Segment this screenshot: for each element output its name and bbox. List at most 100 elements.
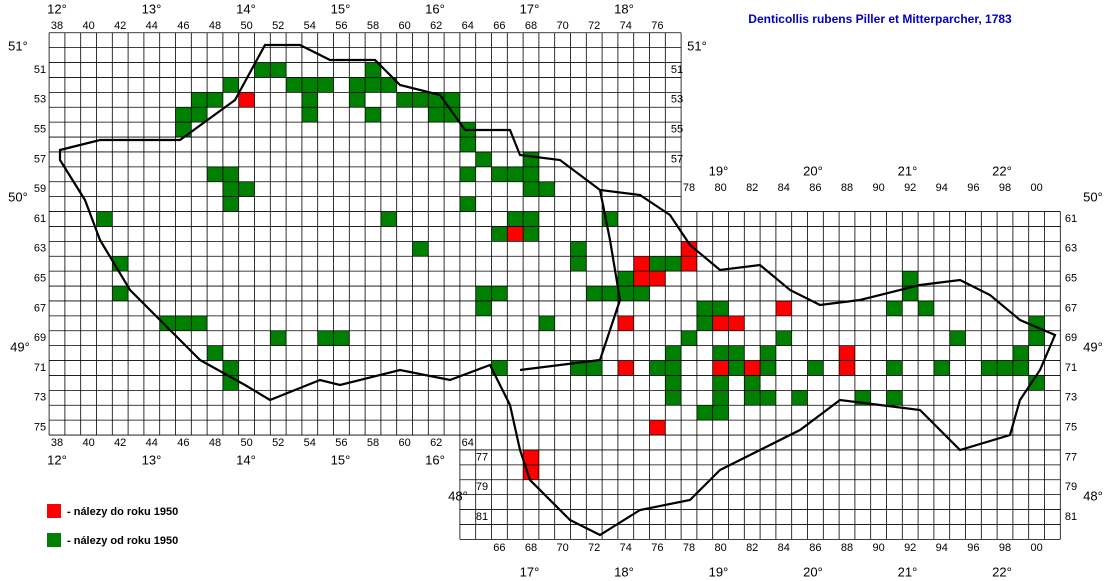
longitude-label: 16° [425, 452, 445, 467]
record-cell [949, 330, 966, 346]
record-cell [365, 77, 381, 93]
latitude-label: 48° [1083, 488, 1103, 503]
column-label: 60 [398, 437, 410, 449]
column-label: 42 [114, 437, 126, 449]
record-cell [301, 92, 318, 108]
column-label: 86 [809, 542, 821, 554]
record-cell [444, 92, 460, 108]
column-label: 62 [430, 20, 442, 32]
record-cell [633, 286, 650, 301]
column-label: 52 [272, 20, 284, 32]
column-label: 78 [683, 182, 695, 194]
longitude-label: 22° [992, 564, 1012, 579]
record-cell [491, 286, 508, 301]
row-label: 73 [34, 392, 46, 404]
record-cell [365, 62, 381, 78]
record-cell [222, 166, 239, 182]
column-label: 48 [209, 20, 221, 32]
row-label: 81 [476, 511, 488, 523]
longitude-label: 14° [236, 452, 256, 467]
row-label: 65 [1065, 273, 1077, 285]
record-cell [649, 360, 666, 376]
column-label: 80 [714, 182, 726, 194]
column-label: 92 [904, 182, 916, 194]
record-cell [175, 107, 192, 123]
column-label: 58 [367, 20, 379, 32]
longitude-label: 15° [331, 1, 351, 16]
row-label: 67 [1065, 302, 1077, 314]
record-cell [665, 360, 682, 376]
column-label: 70 [556, 20, 568, 32]
column-label: 64 [462, 20, 474, 32]
record-cell [207, 345, 223, 361]
record-cell [617, 315, 634, 331]
column-label: 52 [272, 437, 284, 449]
grid [48, 32, 1061, 540]
column-label: 92 [904, 542, 916, 554]
record-cell [222, 196, 239, 212]
row-label: 63 [34, 243, 46, 255]
country-border [58, 43, 1057, 537]
column-label: 44 [146, 20, 158, 32]
record-cell [1028, 330, 1045, 346]
record-cell [333, 330, 350, 346]
record-cell [807, 360, 824, 376]
column-label: 66 [493, 542, 505, 554]
column-label: 86 [809, 182, 821, 194]
record-cell [665, 390, 682, 406]
record-cell [712, 360, 729, 376]
row-label: 79 [1065, 481, 1077, 493]
record-cell [681, 256, 697, 272]
column-label: 40 [82, 20, 94, 32]
record-cell [712, 375, 729, 391]
longitude-label: 13° [142, 1, 162, 16]
record-cell [380, 77, 397, 93]
record-cell [238, 92, 255, 108]
column-label: 82 [746, 542, 758, 554]
record-cell [775, 300, 792, 316]
record-cell [365, 107, 381, 123]
row-label: 51 [671, 64, 683, 76]
row-label: 77 [476, 451, 488, 463]
column-label: 82 [746, 182, 758, 194]
longitude-label: 13° [142, 452, 162, 467]
record-cell [1028, 315, 1045, 331]
column-label: 88 [841, 542, 853, 554]
latitude-label: 50° [8, 189, 28, 204]
longitude-label: 17° [520, 564, 540, 579]
record-cell [475, 286, 492, 301]
record-cell [491, 226, 508, 242]
record-cell [159, 315, 176, 331]
row-label: 71 [1065, 362, 1077, 374]
record-cell [191, 315, 208, 331]
record-cell [586, 286, 603, 301]
column-label: 98 [999, 182, 1011, 194]
row-label: 53 [671, 94, 683, 106]
column-label: 94 [936, 182, 948, 194]
record-cell [538, 181, 555, 197]
record-cell [412, 241, 429, 257]
record-cell [412, 92, 429, 108]
column-label: 72 [588, 20, 600, 32]
record-cell [459, 137, 476, 152]
record-cell [649, 420, 666, 436]
longitude-label: 12° [47, 1, 67, 16]
record-cell [270, 62, 287, 78]
row-label: 67 [34, 302, 46, 314]
record-cell [902, 286, 919, 301]
row-label: 59 [34, 183, 46, 195]
row-label: 75 [1065, 422, 1077, 434]
longitude-label: 20° [803, 564, 823, 579]
record-cell [191, 107, 208, 123]
row-label: 61 [1065, 213, 1077, 225]
row-label: 57 [34, 153, 46, 165]
row-label: 55 [671, 124, 683, 136]
record-cell [997, 360, 1013, 376]
longitude-label: 15° [331, 452, 351, 467]
record-cell [617, 271, 634, 287]
longitude-label: 19° [709, 564, 729, 579]
latitude-label: 51° [8, 38, 28, 53]
record-cell [712, 300, 729, 316]
record-cell [775, 330, 792, 346]
